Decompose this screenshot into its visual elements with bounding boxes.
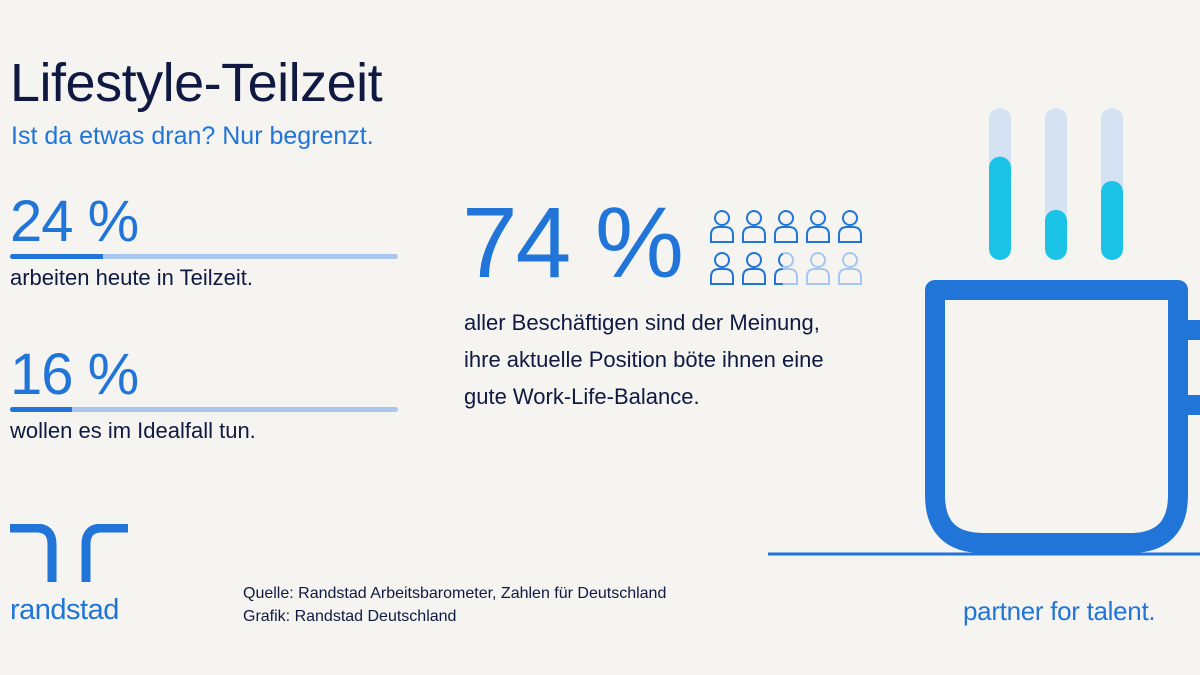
person-icon (742, 210, 766, 243)
graphic-credit-line: Grafik: Randstad Deutschland (243, 608, 457, 625)
source-note: Quelle: Randstad Arbeitsbarometer, Zahle… (243, 582, 666, 628)
stat-description: wollen es im Idealfall tun. (10, 418, 256, 443)
person-icon (710, 252, 734, 285)
people-icon-grid (706, 208, 876, 286)
slogan: partner for talent. (963, 596, 1156, 626)
person-icon (806, 252, 830, 285)
source-line: Quelle: Randstad Arbeitsbarometer, Zahle… (243, 585, 667, 602)
person-icon (774, 210, 798, 243)
stat-value: 16 % (10, 342, 139, 407)
progress-bar-fill (10, 407, 73, 412)
steam-bar-fill (1101, 180, 1123, 260)
highlight-description: aller Beschäftigen sind der Meinung, ihr… (464, 310, 824, 409)
person-icon (774, 252, 798, 285)
steam-bar-fill (989, 156, 1011, 260)
page-title: Lifestyle-Teilzeit (10, 53, 383, 113)
person-icon (742, 252, 766, 285)
person-icon (838, 252, 862, 285)
steam-bars (989, 108, 1123, 260)
mug-body (925, 280, 1188, 553)
progress-bar-fill (10, 254, 104, 259)
coffee-mug-illustration (768, 108, 1200, 556)
randstad-logo-wordmark: randstad (10, 594, 119, 626)
stat-description: arbeiten heute in Teilzeit. (10, 265, 253, 290)
person-icon (806, 210, 830, 243)
steam-bar-fill (1045, 209, 1067, 260)
randstad-logo-icon (10, 524, 128, 582)
person-icon (710, 210, 734, 243)
page-subtitle: Ist da etwas dran? Nur begrenzt. (11, 122, 374, 150)
progress-bar (10, 254, 398, 259)
person-icon (838, 210, 862, 243)
stat-value: 24 % (10, 189, 139, 254)
mug-handle (1188, 320, 1200, 415)
stat-part-time-now: 24 % arbeiten heute in Teilzeit. (10, 192, 398, 292)
progress-bar (10, 407, 398, 412)
stat-part-time-ideal: 16 % wollen es im Idealfall tun. (10, 345, 398, 445)
highlight-value: 74 % (462, 187, 684, 299)
